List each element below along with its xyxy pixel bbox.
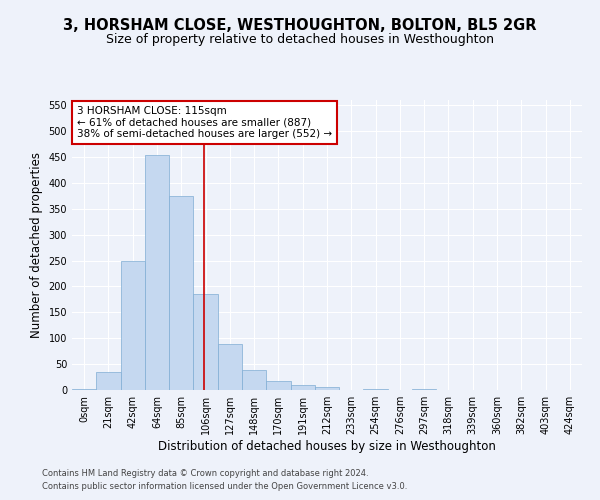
Bar <box>96 372 121 390</box>
Text: Contains HM Land Registry data © Crown copyright and database right 2024.: Contains HM Land Registry data © Crown c… <box>42 468 368 477</box>
Bar <box>145 156 169 390</box>
Bar <box>315 388 339 390</box>
X-axis label: Distribution of detached houses by size in Westhoughton: Distribution of detached houses by size … <box>158 440 496 453</box>
Bar <box>290 385 315 390</box>
Bar <box>364 389 388 390</box>
Text: Size of property relative to detached houses in Westhoughton: Size of property relative to detached ho… <box>106 32 494 46</box>
Bar <box>266 380 290 390</box>
Y-axis label: Number of detached properties: Number of detached properties <box>30 152 43 338</box>
Bar <box>193 294 218 390</box>
Bar <box>242 370 266 390</box>
Bar <box>121 260 145 390</box>
Text: Contains public sector information licensed under the Open Government Licence v3: Contains public sector information licen… <box>42 482 407 491</box>
Bar <box>72 389 96 390</box>
Text: 3, HORSHAM CLOSE, WESTHOUGHTON, BOLTON, BL5 2GR: 3, HORSHAM CLOSE, WESTHOUGHTON, BOLTON, … <box>63 18 537 32</box>
Text: 3 HORSHAM CLOSE: 115sqm
← 61% of detached houses are smaller (887)
38% of semi-d: 3 HORSHAM CLOSE: 115sqm ← 61% of detache… <box>77 106 332 139</box>
Bar <box>169 196 193 390</box>
Bar <box>412 389 436 390</box>
Bar <box>218 344 242 390</box>
